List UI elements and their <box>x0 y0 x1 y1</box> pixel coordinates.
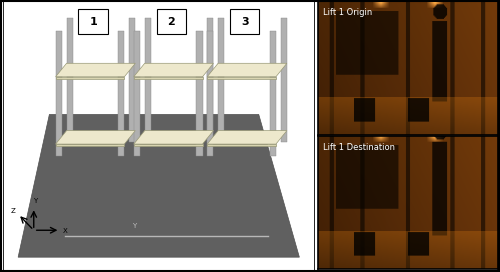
Bar <box>118 31 124 156</box>
Bar <box>66 17 73 142</box>
Bar <box>280 17 287 142</box>
Polygon shape <box>134 77 202 79</box>
Bar <box>207 31 214 156</box>
Text: Z: Z <box>11 208 16 214</box>
Bar <box>218 17 224 142</box>
Polygon shape <box>207 144 276 146</box>
Text: Y: Y <box>132 223 136 229</box>
Bar <box>270 31 276 156</box>
Polygon shape <box>56 63 136 77</box>
Polygon shape <box>207 77 276 79</box>
Polygon shape <box>56 77 124 79</box>
FancyBboxPatch shape <box>78 9 108 34</box>
Polygon shape <box>134 131 214 144</box>
FancyBboxPatch shape <box>156 9 186 34</box>
Polygon shape <box>207 131 287 144</box>
Bar <box>196 31 202 156</box>
Polygon shape <box>134 63 214 77</box>
Polygon shape <box>56 131 136 144</box>
Polygon shape <box>207 63 287 77</box>
Text: 2: 2 <box>168 17 175 27</box>
Bar <box>144 17 151 142</box>
Text: 3: 3 <box>241 17 248 27</box>
Text: 1: 1 <box>89 17 97 27</box>
Text: Y: Y <box>33 198 38 204</box>
Bar <box>134 31 140 156</box>
FancyBboxPatch shape <box>230 9 260 34</box>
Polygon shape <box>56 144 124 146</box>
Text: Lift 1 Destination: Lift 1 Destination <box>324 143 396 152</box>
Polygon shape <box>134 144 202 146</box>
Polygon shape <box>18 115 300 257</box>
Bar <box>56 31 62 156</box>
Bar <box>207 17 214 142</box>
Text: Lift 1 Origin: Lift 1 Origin <box>324 8 372 17</box>
Bar <box>129 17 136 142</box>
Text: X: X <box>62 228 68 234</box>
